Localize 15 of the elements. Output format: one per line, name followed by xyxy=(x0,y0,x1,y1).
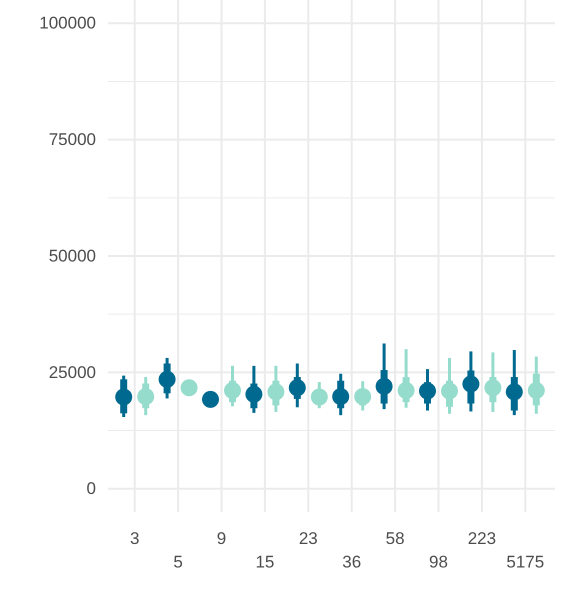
x-tick-label: 5 xyxy=(173,552,183,572)
x-tick-label: 15 xyxy=(255,552,274,572)
y-tick-label: 25000 xyxy=(48,362,96,382)
y-tick-label: 50000 xyxy=(48,246,96,266)
x-tick-label: 5175 xyxy=(506,552,544,572)
x-tick-label: 9 xyxy=(216,529,226,548)
x-tick-label: 223 xyxy=(468,529,496,548)
y-tick-label: 0 xyxy=(86,479,96,498)
x-tick-label: 58 xyxy=(386,529,405,548)
x-tick-label: 36 xyxy=(342,552,362,572)
y-tick-label: 75000 xyxy=(48,130,96,150)
y-tick-label: 100000 xyxy=(39,14,96,33)
x-tick-label: 3 xyxy=(130,529,140,548)
x-tick-label: 23 xyxy=(298,529,318,548)
x-tick-label: 98 xyxy=(429,552,448,572)
